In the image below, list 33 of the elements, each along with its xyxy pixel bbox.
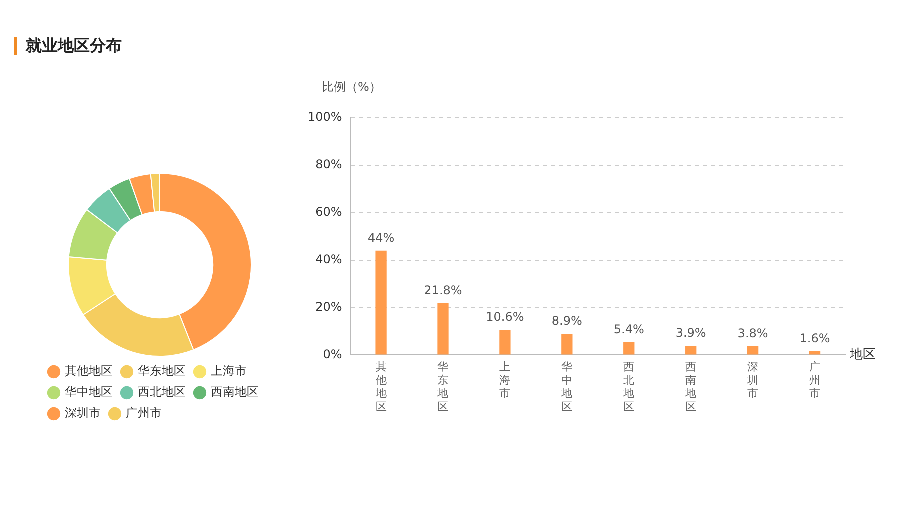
x-tick-label: 其他地区 xyxy=(374,360,387,414)
x-tick-label: 上海市 xyxy=(500,360,511,400)
bar xyxy=(624,342,635,355)
y-axis-title: 比例（%） xyxy=(322,80,382,94)
x-axis-title: 地区 xyxy=(849,348,876,363)
data-label: 5.4% xyxy=(614,322,644,337)
y-tick-label: 80% xyxy=(316,158,342,172)
x-tick-label: 西北地区 xyxy=(622,360,635,414)
y-tick-label: 40% xyxy=(316,252,342,266)
bar xyxy=(376,250,387,355)
x-tick-label: 华中地区 xyxy=(560,360,573,414)
bar xyxy=(500,330,511,355)
bar xyxy=(438,303,449,355)
y-tick-label: 20% xyxy=(316,300,342,314)
y-tick-label: 100% xyxy=(308,110,342,124)
data-label: 3.9% xyxy=(676,326,706,340)
x-tick-label: 华东地区 xyxy=(436,360,449,414)
bar xyxy=(809,351,821,355)
data-label: 1.6% xyxy=(800,332,830,346)
bar xyxy=(747,346,759,355)
y-tick-label: 0% xyxy=(323,347,342,362)
x-tick-label: 西南地区 xyxy=(684,360,697,414)
chart-title: 就业地区分布 xyxy=(14,36,122,55)
x-tick-label: 深圳市 xyxy=(746,360,759,400)
bar xyxy=(562,334,573,355)
data-label: 3.8% xyxy=(738,326,768,340)
x-tick-label: 广州市 xyxy=(810,360,821,400)
data-label: 21.8% xyxy=(424,284,462,298)
bar xyxy=(686,346,697,355)
y-tick-label: 60% xyxy=(316,205,342,220)
data-label: 8.9% xyxy=(552,314,582,328)
data-label: 10.6% xyxy=(486,310,524,324)
data-label: 44% xyxy=(368,230,395,245)
